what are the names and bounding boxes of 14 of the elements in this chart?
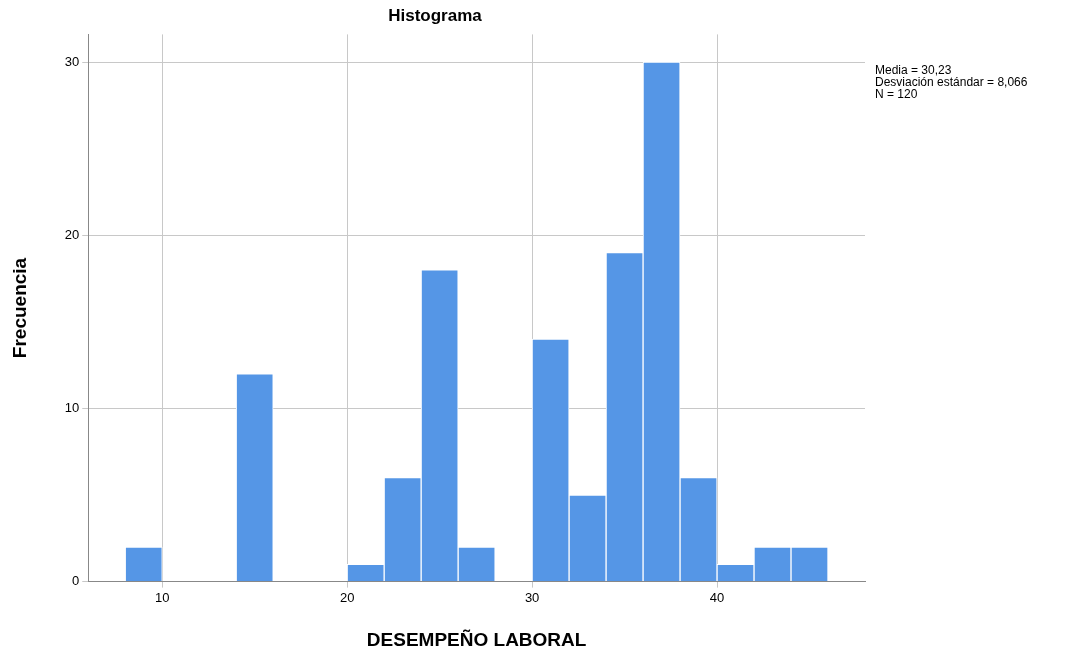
y-axis-title: Frecuencia — [8, 257, 30, 359]
y-tick-label: 30 — [64, 53, 80, 69]
text: Desviación estándar = 8,066 — [875, 74, 1028, 89]
x-tick-label: 40 — [709, 589, 725, 605]
y-tick-label: 10 — [64, 400, 80, 416]
x-tick-label: 10 — [155, 589, 170, 605]
y-tick-label: 20 — [64, 226, 80, 242]
x-axis-title: DESEMPEÑO LABORAL — [366, 628, 587, 650]
y-tick-label: 0 — [72, 573, 80, 589]
chart-title: Histograma — [388, 5, 483, 25]
text: N = 120 — [875, 86, 918, 101]
x-tick-label: 30 — [524, 589, 540, 605]
x-tick-label: 20 — [339, 589, 355, 605]
text: Media = 30,23 — [875, 62, 952, 77]
